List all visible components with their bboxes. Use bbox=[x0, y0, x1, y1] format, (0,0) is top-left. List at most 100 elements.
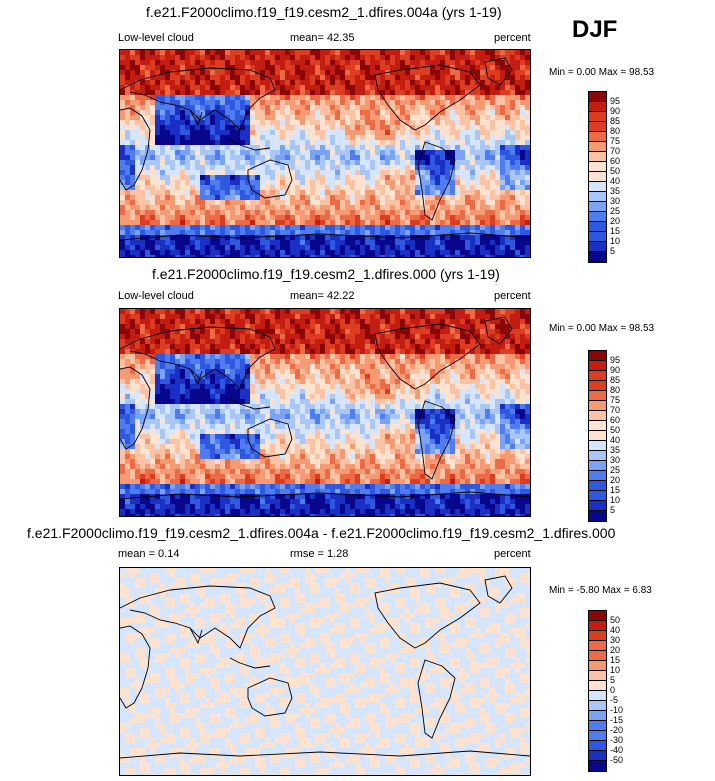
colorbar-swatch bbox=[589, 511, 606, 521]
coastline-path bbox=[417, 659, 456, 739]
colorbar-swatch bbox=[589, 222, 606, 232]
colorbar-label: 80 bbox=[610, 126, 621, 136]
colorbar-swatch bbox=[589, 371, 606, 381]
panel1-units-label: percent bbox=[494, 32, 531, 44]
colorbar-label: -10 bbox=[610, 705, 624, 715]
panel3-rmse-label: rmse = 1.28 bbox=[290, 548, 349, 560]
colorbar-swatch bbox=[589, 671, 606, 681]
colorbar-bar bbox=[588, 610, 607, 772]
colorbar-label: 30 bbox=[610, 196, 621, 206]
colorbar-label: 90 bbox=[610, 106, 621, 116]
colorbar-label: 50 bbox=[610, 425, 621, 435]
coastline-path bbox=[484, 57, 513, 86]
colorbar-swatch bbox=[589, 701, 606, 711]
coastline-path bbox=[120, 67, 276, 131]
colorbar-label: -5 bbox=[610, 695, 619, 705]
colorbar-label: 20 bbox=[610, 645, 621, 655]
colorbar-swatch bbox=[589, 711, 606, 721]
panel2-map bbox=[119, 308, 531, 517]
colorbar-bar bbox=[588, 91, 607, 263]
colorbar-swatch bbox=[589, 491, 606, 501]
coastline-path bbox=[189, 109, 203, 127]
coastlines bbox=[120, 316, 530, 500]
colorbar-label: -30 bbox=[610, 735, 624, 745]
colorbar-label: -50 bbox=[610, 755, 624, 765]
colorbar-swatch bbox=[589, 142, 606, 152]
coastline-path bbox=[229, 657, 271, 669]
coastline-path bbox=[120, 625, 151, 709]
colorbar-label: -15 bbox=[610, 715, 624, 725]
colorbar-label: 95 bbox=[610, 355, 621, 365]
colorbar-label: 15 bbox=[610, 655, 621, 665]
colorbar-swatch bbox=[589, 631, 606, 641]
coastlines bbox=[120, 57, 530, 241]
colorbar-label: 30 bbox=[610, 635, 621, 645]
coastline-path bbox=[120, 491, 530, 500]
colorbar-label: 10 bbox=[610, 495, 621, 505]
panel3-minmax: Min = -5.80 Max = 6.83 bbox=[549, 585, 652, 596]
coastline-path bbox=[247, 418, 293, 458]
colorbar-label: 85 bbox=[610, 116, 621, 126]
colorbar-label: 80 bbox=[610, 385, 621, 395]
colorbar-swatch bbox=[589, 721, 606, 731]
colorbar-label: 75 bbox=[610, 395, 621, 405]
colorbar-label: 5 bbox=[610, 246, 616, 256]
colorbar-label: 20 bbox=[610, 216, 621, 226]
colorbar-bar bbox=[588, 350, 607, 522]
colorbar-swatch bbox=[589, 172, 606, 182]
colorbar-swatch bbox=[589, 192, 606, 202]
coastline-path bbox=[374, 323, 481, 390]
panel1-title: f.e21.F2000climo.f19_f19.cesm2_1.dfires.… bbox=[146, 4, 502, 20]
colorbar-swatch bbox=[589, 361, 606, 371]
colorbar-label: 40 bbox=[610, 435, 621, 445]
coastline-path bbox=[374, 64, 481, 131]
colorbar-swatch bbox=[589, 212, 606, 222]
colorbar-label: 5 bbox=[610, 675, 616, 685]
coastline-path bbox=[120, 232, 530, 241]
colorbar-swatch bbox=[589, 471, 606, 481]
colorbar-swatch bbox=[589, 102, 606, 112]
colorbar-swatch bbox=[589, 751, 606, 761]
colorbar-swatch bbox=[589, 122, 606, 132]
colorbar-label: -20 bbox=[610, 725, 624, 735]
colorbar-label: 40 bbox=[610, 176, 621, 186]
coastline-path bbox=[484, 316, 513, 345]
colorbar-swatch bbox=[589, 411, 606, 421]
colorbar-label: 70 bbox=[610, 405, 621, 415]
colorbar-swatch bbox=[589, 232, 606, 242]
colorbar-swatch bbox=[589, 242, 606, 252]
panel2-units-label: percent bbox=[494, 290, 531, 302]
coastline-path bbox=[120, 585, 276, 649]
coastline-path bbox=[120, 750, 530, 759]
panel2-title: f.e21.F2000climo.f19_f19.cesm2_1.dfires.… bbox=[152, 266, 500, 282]
coastline-path bbox=[120, 326, 276, 390]
colorbar-swatch bbox=[589, 691, 606, 701]
colorbar-swatch bbox=[589, 461, 606, 471]
coastline-path bbox=[189, 368, 203, 386]
colorbar-swatch bbox=[589, 611, 606, 621]
colorbar-label: 70 bbox=[610, 146, 621, 156]
panel3-units-label: percent bbox=[494, 548, 531, 560]
colorbar-label: 35 bbox=[610, 186, 621, 196]
colorbar-label: 95 bbox=[610, 96, 621, 106]
colorbar-swatch bbox=[589, 441, 606, 451]
coastline-path bbox=[120, 366, 151, 450]
colorbar-label: 25 bbox=[610, 465, 621, 475]
colorbar-label: 10 bbox=[610, 665, 621, 675]
coastline-path bbox=[189, 627, 203, 645]
coastline-path bbox=[120, 107, 151, 191]
colorbar-label: 85 bbox=[610, 375, 621, 385]
coastline-path bbox=[484, 575, 513, 604]
coastline-path bbox=[229, 139, 271, 151]
season-label: DJF bbox=[572, 16, 618, 43]
colorbar-swatch bbox=[589, 761, 606, 771]
colorbar-label: 0 bbox=[610, 685, 616, 695]
colorbar-swatch bbox=[589, 431, 606, 441]
colorbar-swatch bbox=[589, 112, 606, 122]
colorbar-swatch bbox=[589, 641, 606, 651]
colorbar-swatch bbox=[589, 501, 606, 511]
colorbar-label: 50 bbox=[610, 615, 621, 625]
field-shading bbox=[120, 568, 530, 775]
colorbar-label: 10 bbox=[610, 236, 621, 246]
colorbar-label: 30 bbox=[610, 455, 621, 465]
